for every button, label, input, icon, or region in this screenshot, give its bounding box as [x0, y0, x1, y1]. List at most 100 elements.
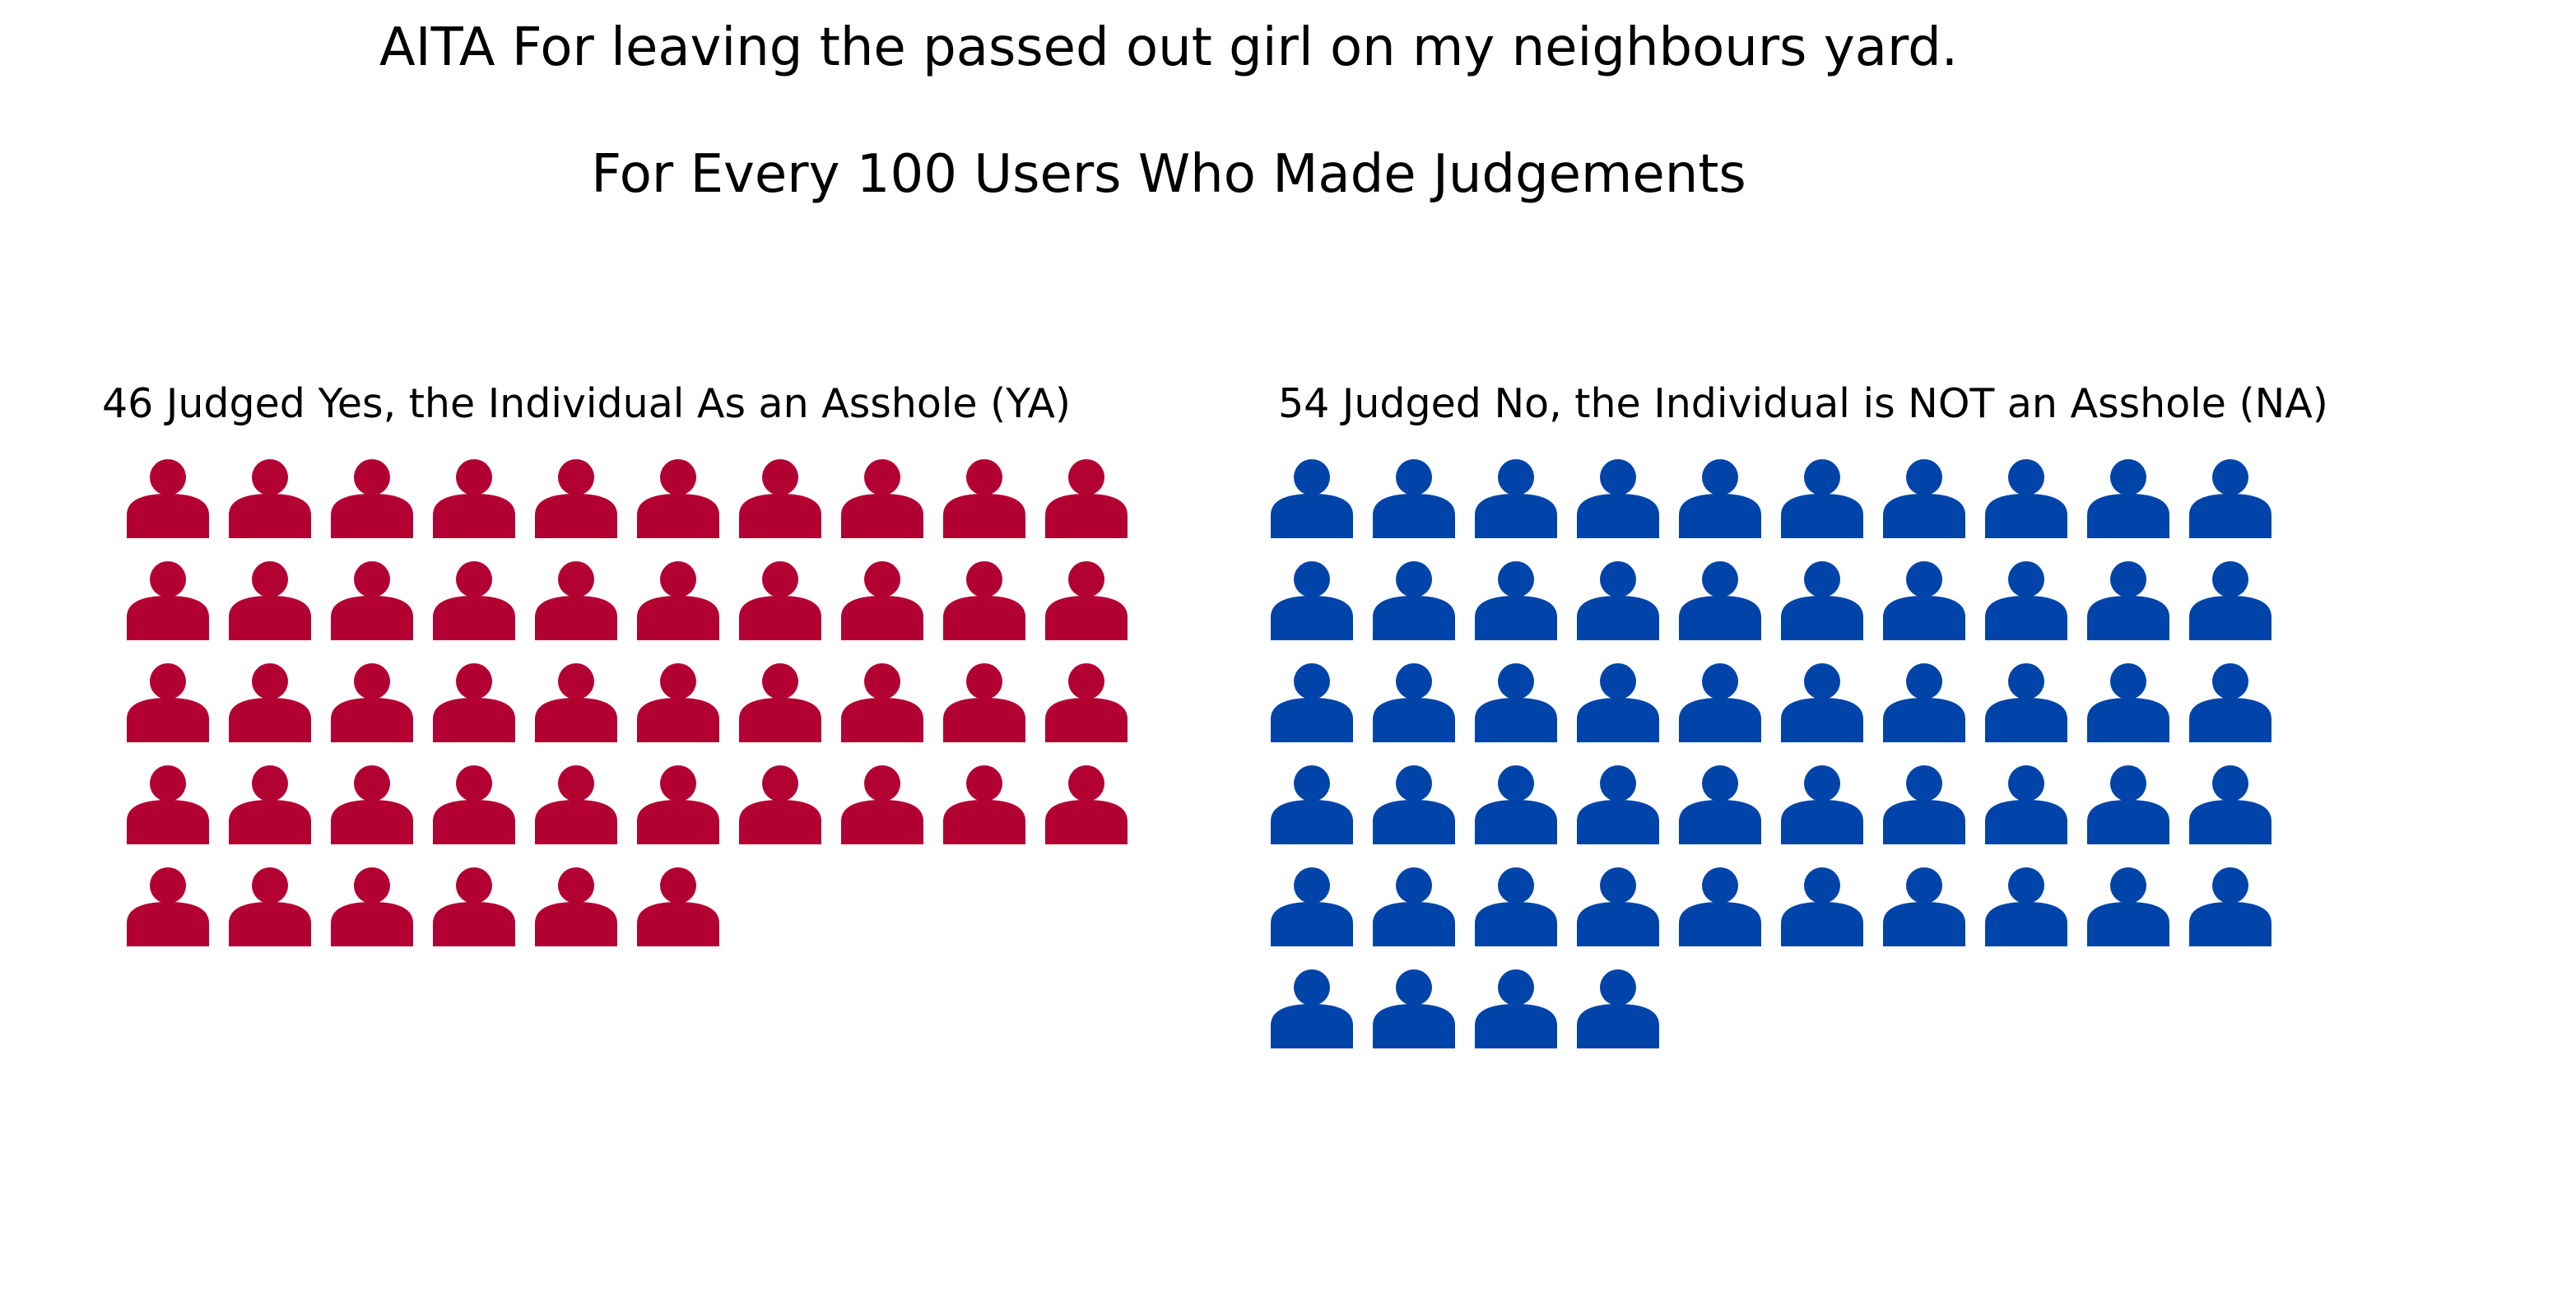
icon-group-ya	[127, 459, 1128, 946]
person-icon	[1475, 663, 1557, 742]
person-icon	[1985, 765, 2067, 844]
person-icon	[637, 561, 719, 640]
person-icon	[2189, 561, 2271, 640]
person-icon	[535, 765, 617, 844]
person-icon	[1373, 867, 1455, 946]
person-icon	[1985, 867, 2067, 946]
person-icon	[127, 561, 209, 640]
person-icon	[1373, 459, 1455, 538]
person-icon	[1679, 867, 1761, 946]
person-icon	[1271, 663, 1353, 742]
person-icon	[1883, 561, 1965, 640]
person-icon	[1271, 969, 1353, 1048]
person-icon	[127, 867, 209, 946]
person-icon	[1045, 663, 1128, 742]
person-icon	[2189, 459, 2271, 538]
chart-title: AITA For leaving the passed out girl on …	[379, 17, 1959, 78]
person-icon	[535, 663, 617, 742]
person-icon	[1045, 765, 1128, 844]
person-icon	[535, 561, 617, 640]
person-icon	[1373, 765, 1455, 844]
person-icon	[127, 459, 209, 538]
person-icon	[1781, 663, 1863, 742]
person-icon	[535, 867, 617, 946]
person-icon	[943, 765, 1025, 844]
person-icon	[841, 459, 923, 538]
person-icon	[2189, 867, 2271, 946]
person-icon	[841, 765, 923, 844]
person-icon	[1577, 459, 1659, 538]
person-icon	[2087, 765, 2169, 844]
person-icon	[943, 663, 1025, 742]
person-icon	[2087, 663, 2169, 742]
person-icon	[1679, 765, 1761, 844]
person-icon	[739, 459, 821, 538]
person-icon	[1475, 969, 1557, 1048]
person-icon	[1781, 459, 1863, 538]
person-icon	[229, 867, 311, 946]
person-icon	[331, 459, 413, 538]
person-icon	[739, 561, 821, 640]
person-icon	[1985, 561, 2067, 640]
person-icon	[1475, 561, 1557, 640]
person-icon	[2087, 867, 2169, 946]
person-icon	[229, 663, 311, 742]
person-icon	[331, 561, 413, 640]
person-icon	[1373, 663, 1455, 742]
person-icon	[535, 459, 617, 538]
person-icon	[1475, 867, 1557, 946]
person-icon	[2189, 765, 2271, 844]
person-icon	[943, 459, 1025, 538]
person-icon	[841, 663, 923, 742]
person-icon	[1577, 765, 1659, 844]
person-icon	[1883, 459, 1965, 538]
person-icon	[1373, 561, 1455, 640]
person-icon	[637, 459, 719, 538]
person-icon	[1679, 459, 1761, 538]
person-icon	[1883, 867, 1965, 946]
person-icon	[1577, 867, 1659, 946]
person-icon	[1679, 663, 1761, 742]
person-icon	[1985, 663, 2067, 742]
person-icon	[1271, 459, 1353, 538]
icon-group-na	[1271, 459, 2271, 1048]
person-icon	[331, 663, 413, 742]
person-icon	[433, 663, 515, 742]
person-icon	[229, 561, 311, 640]
person-icon	[1883, 765, 1965, 844]
person-icon	[2087, 561, 2169, 640]
person-icon	[1271, 867, 1353, 946]
person-icon	[1781, 561, 1863, 640]
person-icon	[2087, 459, 2169, 538]
person-icon	[637, 765, 719, 844]
person-icon	[1271, 765, 1353, 844]
person-icon	[1577, 969, 1659, 1048]
person-icon	[1679, 561, 1761, 640]
person-icon	[1577, 561, 1659, 640]
person-icon	[637, 867, 719, 946]
panel-label-na: 54 Judged No, the Individual is NOT an A…	[1278, 380, 2328, 427]
person-icon	[331, 765, 413, 844]
person-icon	[433, 765, 515, 844]
person-icon	[1373, 969, 1455, 1048]
person-icon	[331, 867, 413, 946]
person-icon	[1271, 561, 1353, 640]
person-icon	[1781, 765, 1863, 844]
person-icon	[1781, 867, 1863, 946]
person-icon	[433, 459, 515, 538]
person-icon	[1883, 663, 1965, 742]
person-icon	[1985, 459, 2067, 538]
person-icon	[1045, 459, 1128, 538]
person-icon	[127, 765, 209, 844]
person-icon	[229, 765, 311, 844]
person-icon	[841, 561, 923, 640]
chart-subtitle: For Every 100 Users Who Made Judgements	[591, 144, 1746, 205]
person-icon	[433, 561, 515, 640]
person-icon	[739, 765, 821, 844]
panel-label-ya: 46 Judged Yes, the Individual As an Assh…	[102, 380, 1072, 427]
person-icon	[1045, 561, 1128, 640]
person-icon	[637, 663, 719, 742]
person-icon	[1577, 663, 1659, 742]
person-icon	[127, 663, 209, 742]
